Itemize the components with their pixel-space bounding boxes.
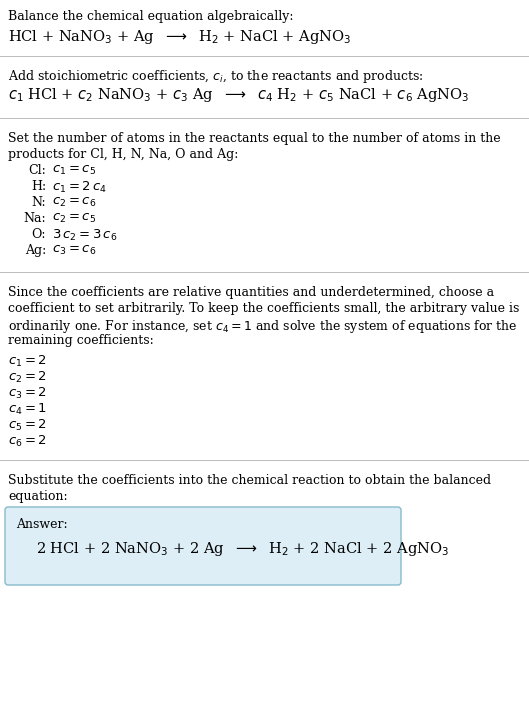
Text: $c_2 = 2$: $c_2 = 2$ bbox=[8, 370, 47, 385]
Text: Answer:: Answer: bbox=[16, 518, 68, 531]
Text: $c_1 = c_5$: $c_1 = c_5$ bbox=[52, 164, 96, 177]
Text: $c_4 = 1$: $c_4 = 1$ bbox=[8, 402, 47, 417]
Text: $c_1 = 2\,c_4$: $c_1 = 2\,c_4$ bbox=[52, 180, 107, 195]
Text: $3\,c_2 = 3\,c_6$: $3\,c_2 = 3\,c_6$ bbox=[52, 228, 117, 243]
Text: O:: O: bbox=[32, 228, 46, 241]
Text: Since the coefficients are relative quantities and underdetermined, choose a: Since the coefficients are relative quan… bbox=[8, 286, 494, 299]
Text: products for Cl, H, N, Na, O and Ag:: products for Cl, H, N, Na, O and Ag: bbox=[8, 148, 239, 161]
Text: Ag:: Ag: bbox=[25, 244, 46, 257]
Text: coefficient to set arbitrarily. To keep the coefficients small, the arbitrary va: coefficient to set arbitrarily. To keep … bbox=[8, 302, 519, 315]
Text: $c_1 = 2$: $c_1 = 2$ bbox=[8, 354, 47, 369]
Text: $c_2 = c_5$: $c_2 = c_5$ bbox=[52, 212, 96, 225]
Text: Set the number of atoms in the reactants equal to the number of atoms in the: Set the number of atoms in the reactants… bbox=[8, 132, 500, 145]
Text: $c_2 = c_6$: $c_2 = c_6$ bbox=[52, 196, 96, 209]
Text: $c_3 = c_6$: $c_3 = c_6$ bbox=[52, 244, 96, 257]
FancyBboxPatch shape bbox=[5, 507, 401, 585]
Text: $c_5 = 2$: $c_5 = 2$ bbox=[8, 418, 47, 433]
Text: Na:: Na: bbox=[23, 212, 46, 225]
Text: 2 HCl + 2 NaNO$_3$ + 2 Ag  $\longrightarrow$  H$_2$ + 2 NaCl + 2 AgNO$_3$: 2 HCl + 2 NaNO$_3$ + 2 Ag $\longrightarr… bbox=[36, 540, 449, 558]
Text: H:: H: bbox=[31, 180, 46, 193]
Text: Cl:: Cl: bbox=[28, 164, 46, 177]
Text: ordinarily one. For instance, set $c_4 = 1$ and solve the system of equations fo: ordinarily one. For instance, set $c_4 =… bbox=[8, 318, 518, 335]
Text: remaining coefficients:: remaining coefficients: bbox=[8, 334, 154, 347]
Text: equation:: equation: bbox=[8, 490, 68, 503]
Text: Substitute the coefficients into the chemical reaction to obtain the balanced: Substitute the coefficients into the che… bbox=[8, 474, 491, 487]
Text: Add stoichiometric coefficients, $c_i$, to the reactants and products:: Add stoichiometric coefficients, $c_i$, … bbox=[8, 68, 424, 85]
Text: N:: N: bbox=[31, 196, 46, 209]
Text: Balance the chemical equation algebraically:: Balance the chemical equation algebraica… bbox=[8, 10, 294, 23]
Text: $c_1$ HCl + $c_2$ NaNO$_3$ + $c_3$ Ag  $\longrightarrow$  $c_4$ H$_2$ + $c_5$ Na: $c_1$ HCl + $c_2$ NaNO$_3$ + $c_3$ Ag $\… bbox=[8, 86, 469, 104]
Text: $c_3 = 2$: $c_3 = 2$ bbox=[8, 386, 47, 401]
Text: HCl + NaNO$_3$ + Ag  $\longrightarrow$  H$_2$ + NaCl + AgNO$_3$: HCl + NaNO$_3$ + Ag $\longrightarrow$ H$… bbox=[8, 28, 351, 46]
Text: $c_6 = 2$: $c_6 = 2$ bbox=[8, 434, 47, 449]
